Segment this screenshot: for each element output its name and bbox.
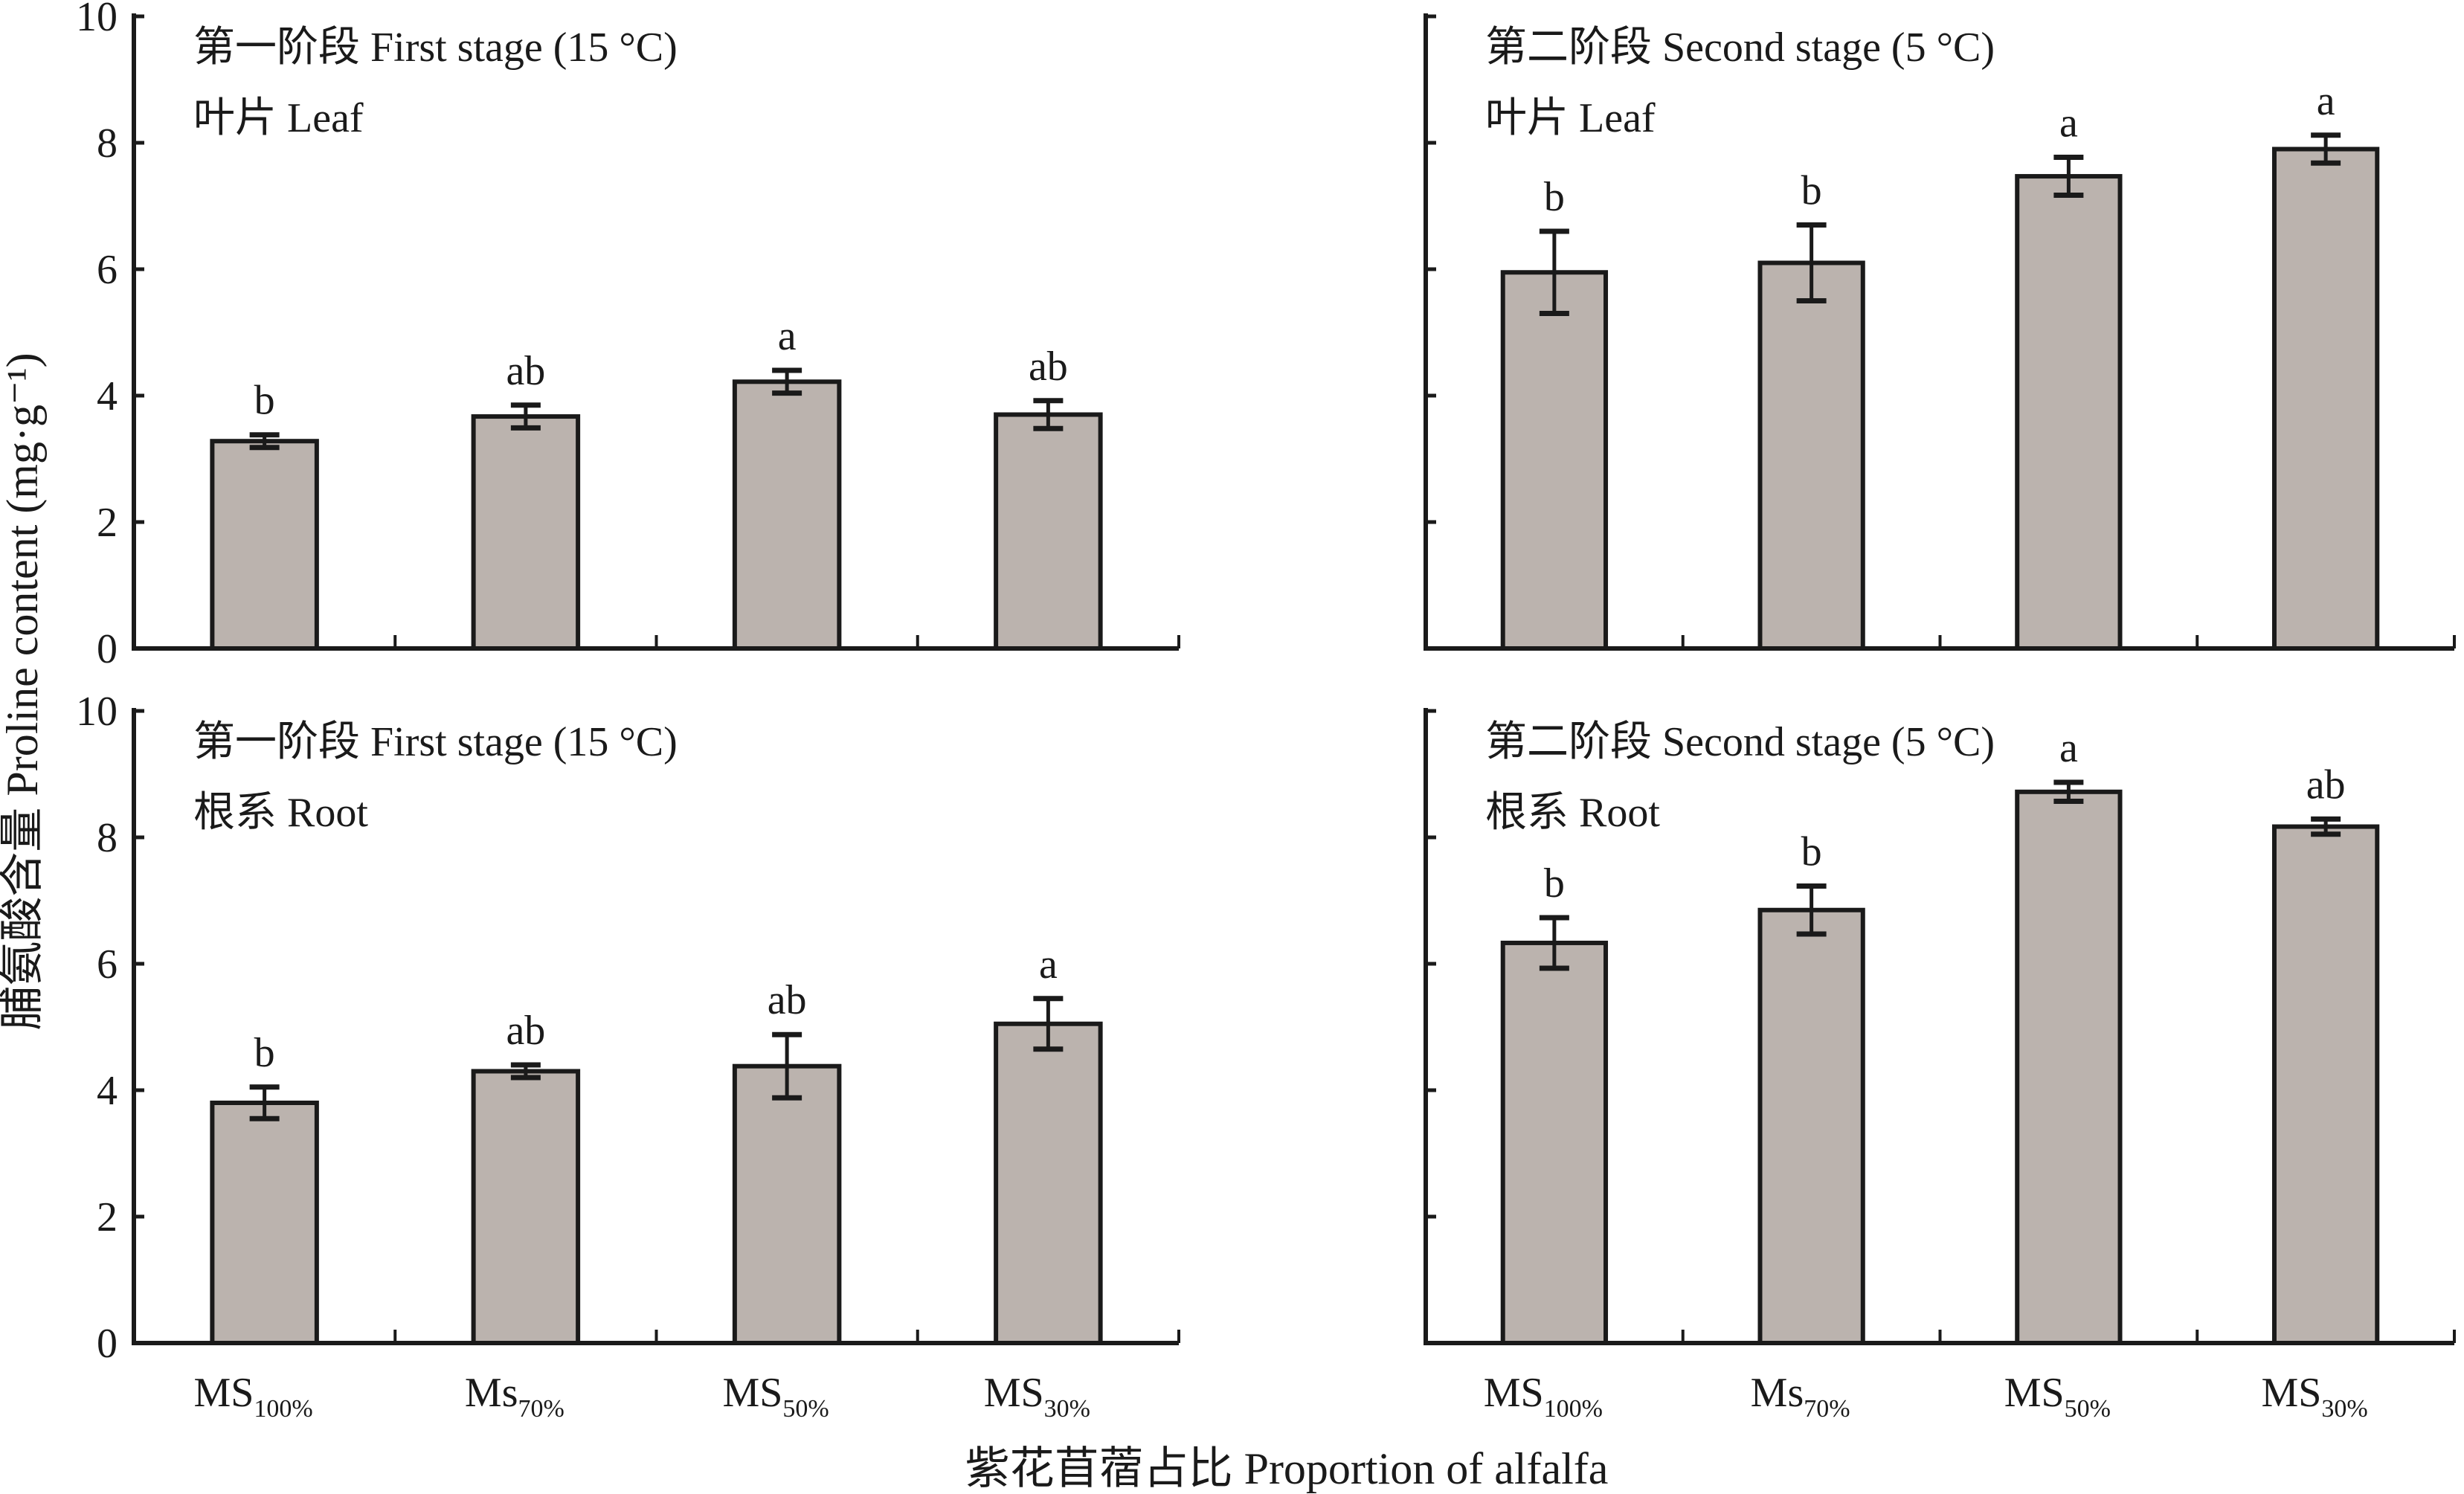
x-tick-label: MS50% (722, 1370, 829, 1423)
bar (2271, 146, 2380, 651)
y-tick-label: 4 (97, 373, 118, 419)
panel-title: 第二阶段 Second stage (5 °C) (1485, 719, 1995, 765)
bar (1757, 907, 1865, 1345)
bar (1500, 270, 1609, 651)
panel-4: b b a ab 第二阶段 Second stage (5 °C) 根系 Root MS10… (1424, 708, 2456, 1423)
significance-letter: b (1544, 860, 1565, 907)
y-tick-label: 4 (97, 1068, 118, 1114)
significance-letter: b (254, 378, 275, 424)
significance-letter: ab (506, 1008, 545, 1054)
x-tick-label: MS100% (1484, 1370, 1603, 1423)
panel-title: 第二阶段 Second stage (5 °C) (1485, 25, 1995, 71)
x-tick-label: MS30% (984, 1370, 1090, 1423)
significance-letter: b (1801, 168, 1822, 214)
bar (210, 439, 319, 651)
bar (994, 412, 1103, 651)
x-axis-title: 紫花苜蓿占比 Proportion of alfalfa (965, 1444, 1609, 1493)
bar (2271, 824, 2380, 1346)
significance-letter: a (2059, 100, 2078, 146)
bar (2015, 789, 2123, 1346)
panel-subtitle: 叶片 Leaf (1485, 95, 1656, 141)
bar (1757, 260, 1865, 651)
significance-letter: a (778, 313, 797, 359)
significance-letter: a (1039, 941, 1058, 988)
significance-letter: ab (506, 348, 545, 394)
panel-subtitle: 叶片 Leaf (193, 95, 364, 141)
y-tick-label: 0 (97, 626, 118, 672)
y-tick-label: 8 (97, 120, 118, 167)
significance-letter: ab (2306, 762, 2346, 808)
bar (2015, 174, 2123, 651)
significance-letter: ab (768, 977, 807, 1023)
y-tick-label: 2 (97, 500, 118, 546)
significance-letter: a (2059, 725, 2078, 771)
x-tick-label: MS50% (2004, 1370, 2111, 1423)
y-tick-label: 2 (97, 1194, 118, 1240)
significance-letter: b (1544, 174, 1565, 220)
x-tick-label: MS100% (193, 1370, 312, 1423)
y-tick-label: 6 (97, 247, 118, 293)
bar (994, 1021, 1103, 1345)
significance-letter: ab (1029, 344, 1068, 390)
bar (471, 1069, 581, 1345)
bar (471, 414, 581, 651)
panel-1: 0 2 4 6 8 10 b ab a ab 第一阶段 First stage (15 °C) 叶片 … (76, 0, 1180, 672)
significance-letter: b (1801, 828, 1822, 875)
bar (1500, 940, 1609, 1345)
panel-3: 0 2 4 6 8 10 b ab ab a 第一阶段 First stage (15 °C) 根系 … (76, 689, 1180, 1423)
bar (732, 379, 842, 651)
significance-letter: a (2317, 78, 2335, 124)
y-tick-label: 6 (97, 941, 118, 988)
bar (732, 1063, 842, 1345)
x-tick-label: Ms70% (1751, 1370, 1850, 1423)
panel-title: 第一阶段 First stage (15 °C) (193, 719, 678, 765)
significance-letter: b (254, 1030, 275, 1076)
panel-title: 第一阶段 First stage (15 °C) (193, 25, 678, 71)
x-tick-label: Ms70% (465, 1370, 564, 1423)
panel-2: b b a a 第二阶段 Second stage (5 °C) 叶片 Leaf (1424, 13, 2456, 651)
bar (210, 1101, 319, 1345)
panel-subtitle: 根系 Root (1485, 790, 1660, 836)
y-tick-label: 8 (97, 815, 118, 861)
x-tick-label: MS30% (2261, 1370, 2367, 1423)
y-tick-label: 10 (76, 0, 118, 40)
y-axis-title: 脯氨酸含量 Proline content (mg·g⁻¹) (0, 352, 47, 1030)
y-tick-label: 10 (76, 689, 118, 735)
panel-subtitle: 根系 Root (193, 790, 368, 836)
y-tick-label: 0 (97, 1321, 118, 1367)
